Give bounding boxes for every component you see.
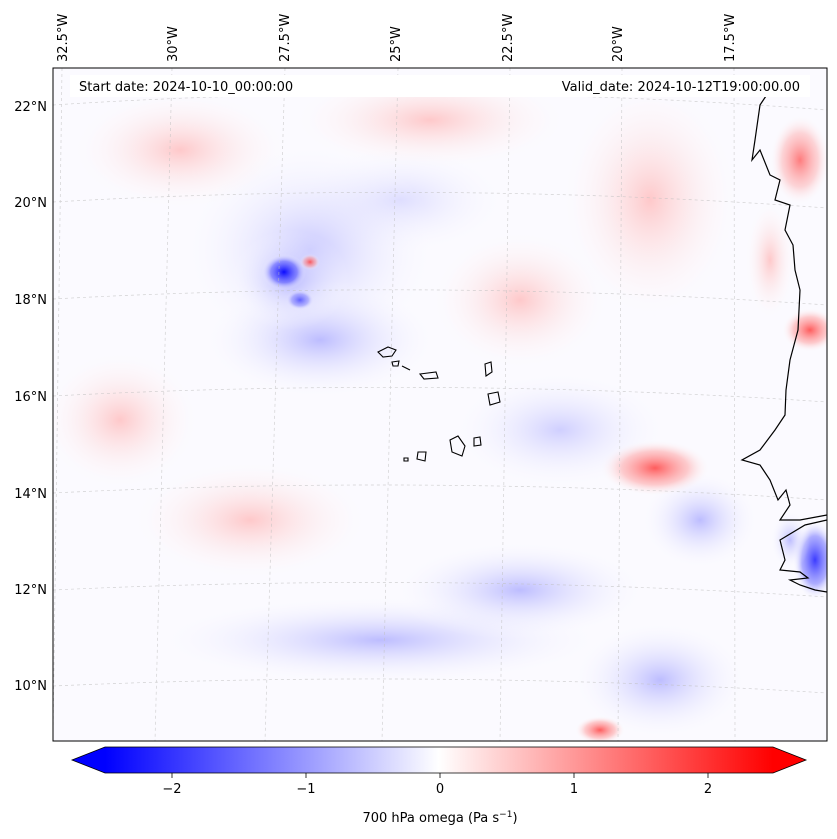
lat-label: 14°N bbox=[14, 487, 47, 502]
lon-label: 20°W bbox=[611, 26, 626, 62]
colorbar-extend-min bbox=[72, 747, 105, 773]
start-date-label: Start date: 2024-10-10_00:00:00 bbox=[79, 80, 293, 95]
colorbar-body bbox=[105, 747, 773, 773]
omega-field bbox=[53, 68, 827, 741]
colorbar: −2 −1 0 1 2 700 hPa omega (Pa s−1) bbox=[70, 746, 808, 826]
colorbar-extend-max bbox=[773, 747, 806, 773]
colorbar-tick: 2 bbox=[704, 782, 712, 797]
lat-labels: 22°N 20°N 18°N 16°N 14°N 12°N 10°N bbox=[14, 100, 47, 694]
lat-label: 20°N bbox=[14, 196, 47, 211]
header-strip bbox=[70, 75, 810, 97]
cape-verde-islands bbox=[377, 346, 501, 462]
colorbar-tick: −1 bbox=[296, 782, 315, 797]
lat-label: 16°N bbox=[14, 390, 47, 405]
lat-label: 10°N bbox=[14, 679, 47, 694]
colorbar-outline bbox=[70, 746, 808, 774]
graticule bbox=[53, 68, 827, 741]
lon-labels: 32.5°W 30°W 27.5°W 25°W 22.5°W 20°W 17.5… bbox=[56, 14, 738, 62]
coastline-south bbox=[779, 519, 827, 593]
valid-date-label: Valid_date: 2024-10-12T19:00:00.00 bbox=[562, 80, 800, 95]
colorbar-label-sup: −1 bbox=[499, 810, 512, 820]
colorbar-tick: −2 bbox=[162, 782, 181, 797]
lon-label: 25°W bbox=[389, 26, 404, 62]
lat-label: 12°N bbox=[14, 583, 47, 598]
lon-label: 22.5°W bbox=[501, 14, 516, 62]
lon-label: 32.5°W bbox=[56, 14, 71, 62]
colorbar-tick: 0 bbox=[436, 782, 444, 797]
lat-label: 18°N bbox=[14, 293, 47, 308]
lat-label: 22°N bbox=[14, 100, 47, 115]
lon-label: 30°W bbox=[166, 26, 181, 62]
lon-label: 17.5°W bbox=[723, 14, 738, 62]
coastline bbox=[740, 89, 827, 521]
colorbar-tick: 1 bbox=[570, 782, 578, 797]
map-frame bbox=[52, 67, 828, 742]
colorbar-label: 700 hPa omega (Pa s−1) bbox=[362, 810, 517, 826]
lon-label: 27.5°W bbox=[278, 14, 293, 62]
